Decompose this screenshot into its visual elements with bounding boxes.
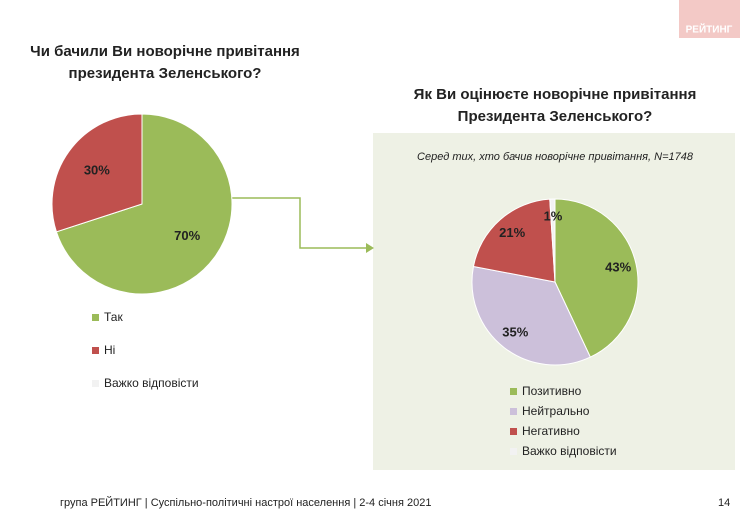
arrow-head: [366, 243, 374, 253]
data-label: 70%: [174, 228, 200, 243]
pie-slice: [51, 113, 143, 233]
pie-slice: [55, 113, 233, 295]
pie-slice: [472, 198, 556, 283]
legend-label: Негативно: [522, 424, 580, 438]
chart-title: Як Ви оцінюєте новорічне привітання: [414, 86, 697, 103]
footer: група РЕЙТИНГ | Суспільно-політичні наст…: [60, 496, 431, 509]
arrow: [232, 197, 366, 249]
legend-label: Нейтрально: [522, 404, 590, 418]
legend-label: Ні: [104, 343, 115, 357]
logo-box: [679, 0, 740, 38]
legend-label: Так: [104, 310, 123, 324]
legend-swatch: [92, 380, 99, 387]
data-label: 1%: [544, 209, 563, 224]
chart-title: Чи бачили Ви новорічне привітання: [30, 43, 300, 60]
data-label: 21%: [499, 225, 525, 240]
data-label: 43%: [605, 259, 631, 274]
data-label: 35%: [502, 325, 528, 340]
legend-swatch: [92, 347, 99, 354]
legend-swatch: [92, 314, 99, 321]
page-number: 14: [718, 497, 730, 509]
data-label: 30%: [84, 163, 110, 178]
pie-slice: [549, 198, 556, 283]
logo: РЕЙТИНГ: [686, 23, 733, 36]
legend-swatch: [510, 388, 517, 395]
legend-swatch: [510, 408, 517, 415]
legend-label: Важко відповісти: [104, 376, 199, 390]
chart-subtitle: Серед тих, хто бачив новорічне привітанн…: [417, 151, 694, 163]
legend-swatch: [510, 448, 517, 455]
legend-swatch: [510, 428, 517, 435]
chart-title: Президента Зеленського?: [458, 108, 653, 125]
chart-title: президента Зеленського?: [69, 65, 262, 82]
pie-slice: [554, 198, 639, 358]
legend-label: Важко відповісти: [522, 444, 617, 458]
pie-slice: [471, 265, 592, 366]
legend-label: Позитивно: [522, 384, 582, 398]
